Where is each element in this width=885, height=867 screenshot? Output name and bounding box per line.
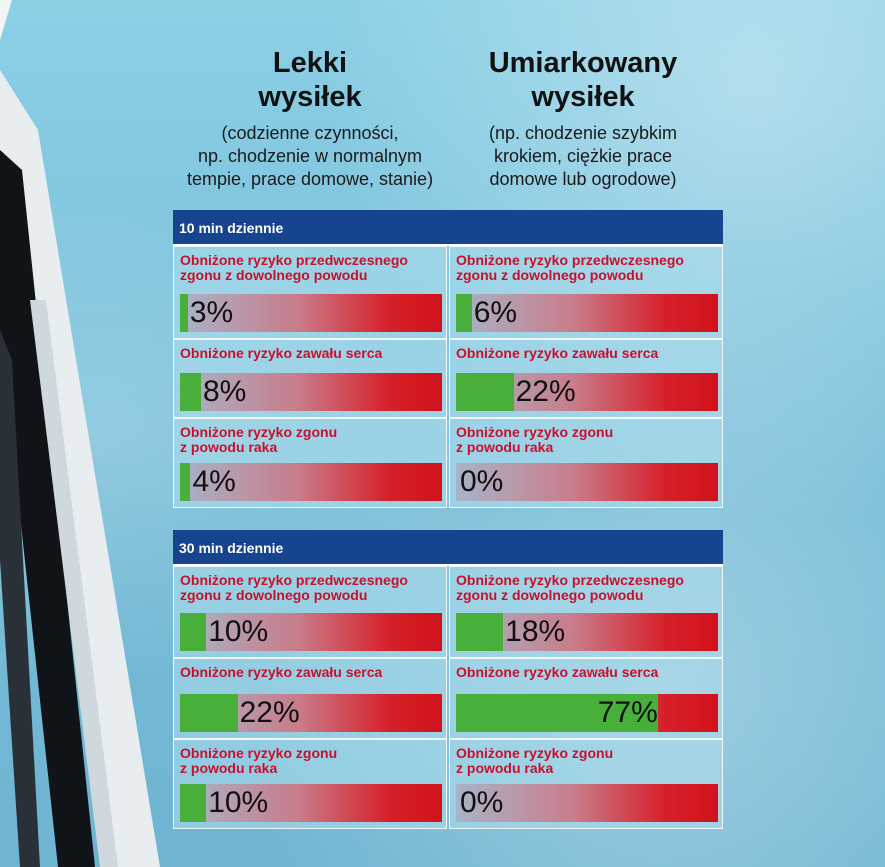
- bar-track: 0%: [456, 784, 718, 822]
- risk-label: Obniżone ryzyko zawału serca: [456, 664, 659, 680]
- cell-moderate: Obniżone ryzyko zgonu z powodu raka 0%: [449, 418, 723, 508]
- bar-value-label: 10%: [208, 786, 269, 819]
- bar-value-label: 22%: [515, 375, 576, 408]
- cell-moderate: Obniżone ryzyko zawału serca 22%: [449, 339, 723, 418]
- risk-label: Obniżone ryzyko zgonu z powodu raka: [180, 424, 338, 455]
- bar-value-label: 22%: [239, 696, 300, 729]
- bar-track: 22%: [456, 373, 718, 411]
- bar-value-label: 18%: [505, 615, 566, 648]
- bar-track: 18%: [456, 613, 718, 651]
- heading-light-title: Lekki wysiłek: [258, 47, 362, 113]
- bar-fill: [180, 294, 188, 332]
- heading-light-effort: Lekki wysiłek (codzienne czynności, np. …: [175, 46, 445, 191]
- bar-value-label: 6%: [473, 296, 518, 329]
- group-grid: Obniżone ryzyko przedwczesnego zgonu z d…: [173, 566, 723, 829]
- bar-track: 8%: [180, 373, 442, 411]
- cell-light: Obniżone ryzyko zgonu z powodu raka 4%: [173, 418, 447, 508]
- bar-value-label: 8%: [202, 375, 247, 408]
- cell-moderate: Obniżone ryzyko zawału serca 77%: [449, 658, 723, 739]
- heading-moderate-effort: Umiarkowany wysiłek (np. chodzenie szybk…: [448, 46, 718, 191]
- bar-fill: [456, 373, 514, 411]
- bar-fill: [180, 784, 207, 822]
- bar-value-label: 10%: [208, 615, 269, 648]
- group-band: 30 min dziennie: [173, 530, 723, 566]
- bar-fill: [456, 294, 472, 332]
- cell-light: Obniżone ryzyko przedwczesnego zgonu z d…: [173, 566, 447, 658]
- cell-moderate: Obniżone ryzyko zgonu z powodu raka 0%: [449, 739, 723, 829]
- cell-light: Obniżone ryzyko przedwczesnego zgonu z d…: [173, 246, 447, 339]
- heading-moderate-subtitle: (np. chodzenie szybkim krokiem, ciężkie …: [488, 123, 678, 189]
- risk-label: Obniżone ryzyko zgonu z powodu raka: [456, 745, 614, 776]
- bar-fill: [180, 694, 238, 732]
- bar-fill: [180, 613, 207, 651]
- bar-track: 4%: [180, 463, 442, 501]
- heading-light-subtitle: (codzienne czynności, np. chodzenie w no…: [186, 123, 434, 189]
- bar-fill: [180, 463, 191, 501]
- group-10-min: 10 min dziennie Obniżone ryzyko przedwcz…: [173, 210, 723, 508]
- bar-value-label: 0%: [460, 786, 504, 819]
- bar-track: 0%: [456, 463, 718, 501]
- bar-track: 10%: [180, 613, 442, 651]
- risk-label: Obniżone ryzyko przedwczesnego zgonu z d…: [456, 572, 684, 603]
- bar-value-label: 4%: [192, 465, 236, 498]
- risk-label: Obniżone ryzyko przedwczesnego zgonu z d…: [180, 252, 408, 283]
- squeegee-illustration: [0, 0, 160, 867]
- bar-value-label: 77%: [597, 696, 658, 729]
- group-grid: Obniżone ryzyko przedwczesnego zgonu z d…: [173, 246, 723, 508]
- cell-light: Obniżone ryzyko zgonu z powodu raka 10%: [173, 739, 447, 829]
- risk-label: Obniżone ryzyko przedwczesnego zgonu z d…: [180, 572, 408, 603]
- risk-label: Obniżone ryzyko zawału serca: [180, 664, 383, 680]
- cell-light: Obniżone ryzyko zawału serca 22%: [173, 658, 447, 739]
- risk-label: Obniżone ryzyko przedwczesnego zgonu z d…: [456, 252, 684, 283]
- bar-fill: [180, 373, 201, 411]
- cell-moderate: Obniżone ryzyko przedwczesnego zgonu z d…: [449, 566, 723, 658]
- group-30-min: 30 min dziennie Obniżone ryzyko przedwcz…: [173, 530, 723, 829]
- bar-value-label: 0%: [460, 465, 504, 498]
- bar-track: 77%: [456, 694, 718, 732]
- bar-value-label: 3%: [189, 296, 234, 329]
- bar-fill: [456, 694, 658, 732]
- risk-label: Obniżone ryzyko zgonu z powodu raka: [180, 745, 338, 776]
- group-band: 10 min dziennie: [173, 210, 723, 246]
- bar-track: 6%: [456, 294, 718, 332]
- risk-label: Obniżone ryzyko zawału serca: [180, 345, 383, 361]
- bar-track: 3%: [180, 294, 442, 332]
- bar-track: 10%: [180, 784, 442, 822]
- heading-moderate-title: Umiarkowany wysiłek: [488, 47, 678, 113]
- bar-track: 22%: [180, 694, 442, 732]
- bar-fill: [456, 613, 504, 651]
- risk-label: Obniżone ryzyko zgonu z powodu raka: [456, 424, 614, 455]
- risk-label: Obniżone ryzyko zawału serca: [456, 345, 659, 361]
- cell-moderate: Obniżone ryzyko przedwczesnego zgonu z d…: [449, 246, 723, 339]
- cell-light: Obniżone ryzyko zawału serca 8%: [173, 339, 447, 418]
